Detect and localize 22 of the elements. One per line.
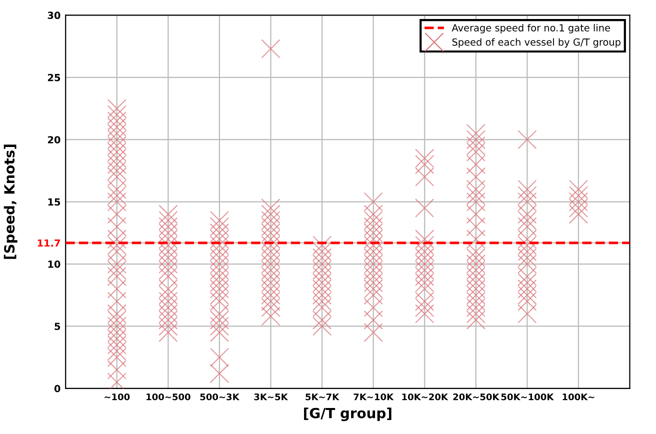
y-tick-label: 20 [48, 136, 60, 144]
y-tick-label: 25 [48, 74, 60, 82]
x-tick-label: 20K~50K [453, 393, 500, 400]
x-tick-label: 5K~7K [306, 394, 340, 400]
x-axis-title: [G/T group] [304, 408, 392, 422]
y-axis-title: [Speed, Knots] [4, 144, 18, 259]
x-tick-label: ~100 [104, 393, 130, 400]
y-tick-label: 10 [48, 260, 60, 268]
x-tick-label: 7K~10K [354, 393, 394, 400]
legend-label: Speed of each vessel by G/T group [452, 38, 620, 48]
x-tick-label: 3K~5K [254, 393, 288, 400]
x-tick-label: 100~500 [146, 393, 190, 400]
x-tick-label: 100K~ [562, 393, 594, 400]
legend-label: Average speed for no.1 gate line [452, 24, 610, 34]
y-tick-label: 30 [48, 12, 60, 20]
y-tick-label: 11.7 [38, 239, 60, 247]
x-tick-label: 10K~20K [402, 393, 448, 400]
x-tick-label: 50K~100K [501, 393, 554, 400]
y-tick-label: 0 [54, 384, 60, 392]
y-tick-label: 5 [54, 322, 60, 330]
y-tick-label: 15 [48, 198, 60, 206]
x-tick-label: 500~3K [200, 393, 240, 400]
